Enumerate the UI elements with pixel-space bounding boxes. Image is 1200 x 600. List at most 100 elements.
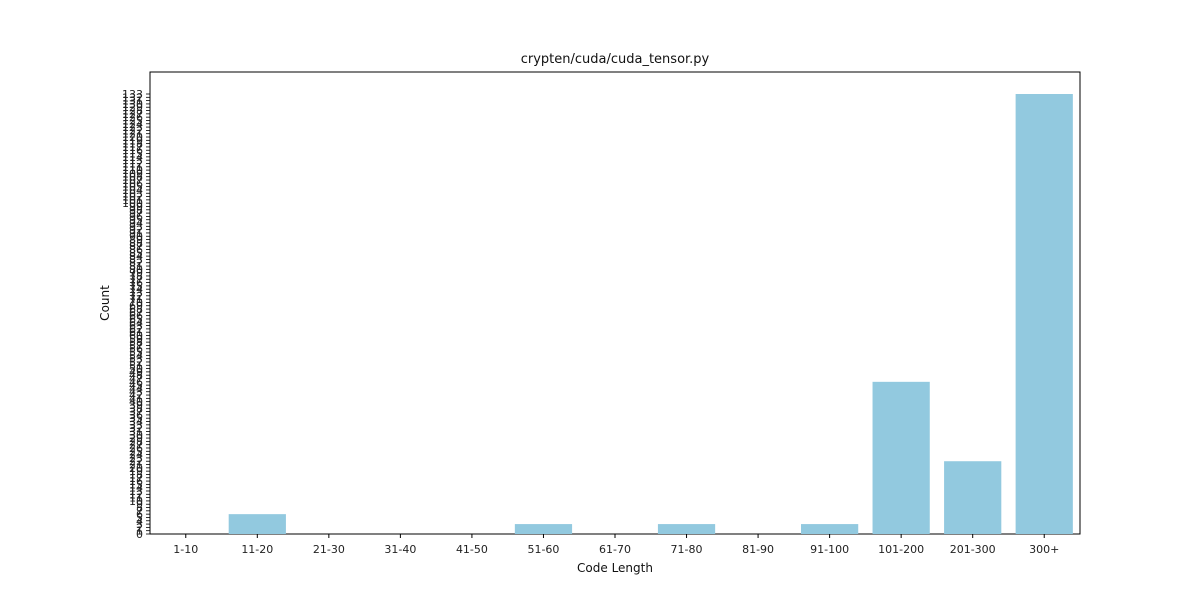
y-tick-label: 31 [129,425,143,438]
y-tick-label: 65 [129,313,143,326]
y-tick-label: 55 [129,346,143,359]
y-tick-label: 6 [136,508,143,521]
y-tick-label: 43 [129,386,143,399]
y-tick-label: 18 [129,468,143,481]
y-tick-label: 75 [129,280,143,293]
y-tick-label: 25 [129,445,143,458]
y-tick-label: 118 [122,138,143,151]
y-tick-label: 59 [129,333,143,346]
y-tick-label: 42 [129,389,143,402]
y-tick-label: 93 [129,220,143,233]
y-tick-label: 44 [129,382,143,395]
y-tick-label: 11 [129,492,143,505]
y-tick-label: 24 [129,449,143,462]
bar-201-300 [944,461,1002,534]
y-tick-label: 125 [122,114,143,127]
y-tick-label: 13 [129,485,143,498]
x-tick-label: 41-50 [456,543,488,556]
bars-group [228,94,1073,534]
y-tick-label: 116 [122,144,143,157]
y-tick-label: 19 [129,465,143,478]
y-tick-label: 9 [136,498,143,511]
y-tick-label: 95 [129,214,143,227]
y-tick-label: 68 [129,303,143,316]
y-tick-label: 132 [122,91,143,104]
x-tick-label: 101-200 [878,543,924,556]
y-tick-label: 113 [122,154,143,167]
y-tick-label: 62 [129,323,143,336]
y-tick-label: 99 [129,200,143,213]
y-tick-label: 27 [129,439,143,452]
y-tick-label: 54 [129,349,143,362]
x-tick-label: 1-10 [173,543,198,556]
bar-11-20 [228,514,286,534]
y-tick-label: 100 [122,197,143,210]
y-tick-label: 21 [129,459,143,472]
y-tick-label: 129 [122,101,143,114]
y-tick-label: 94 [129,217,143,230]
y-tick-label: 40 [129,396,143,409]
y-tick-label: 5 [136,511,143,524]
y-tick-label: 79 [129,267,143,280]
y-tick-label: 36 [129,409,143,422]
y-tick-label: 112 [122,157,143,170]
y-tick-label: 2 [136,521,143,534]
y-tick-label: 92 [129,224,143,237]
y-tick-label: 101 [122,194,143,207]
y-tick-label: 67 [129,306,143,319]
y-tick-label: 51 [129,359,143,372]
chart-title: crypten/cuda/cuda_tensor.py [521,52,710,67]
y-tick-label: 37 [129,406,143,419]
y-tick-label: 23 [129,452,143,465]
y-tick-label: 133 [122,88,143,101]
y-tick-label: 105 [122,181,143,194]
y-tick-label: 71 [129,293,143,306]
x-axis-label: Code Length [577,561,653,575]
x-tick-label: 21-30 [313,543,345,556]
x-ticks-group: 1-10 11-20 21-30 31-40 41-50 51-60 61-70 71-80 8… [173,534,1059,556]
y-tick-label: 70 [129,296,143,309]
y-tick-label: 49 [129,366,143,379]
y-tick-label: 4 [136,515,143,528]
y-tick-label: 8 [136,502,143,515]
y-tick-label: 33 [129,419,143,432]
x-tick-label: 61-70 [599,543,631,556]
y-tick-label: 120 [122,131,143,144]
y-tick-label: 119 [122,134,143,147]
y-tick-label: 0 [136,528,143,541]
y-tick-label: 104 [122,184,143,197]
y-tick-label: 3 [136,518,143,531]
bar-91-100 [801,524,859,534]
y-tick-label: 121 [122,128,143,141]
x-tick-label: 201-300 [950,543,996,556]
x-tick-label: 81-90 [742,543,774,556]
y-tick-label: 53 [129,353,143,366]
y-tick-label: 122 [122,124,143,137]
y-tick-label: 88 [129,237,143,250]
x-tick-label: 31-40 [384,543,416,556]
y-tick-label: 131 [122,95,143,108]
y-tick-label: 20 [129,462,143,475]
y-tick-label: 87 [129,240,143,253]
y-tick-label: 15 [129,478,143,491]
y-tick-label: 50 [129,363,143,376]
y-tick-label: 102 [122,191,143,204]
y-tick-label: 77 [129,273,143,286]
y-tick-label: 82 [129,257,143,270]
y-tick-label: 73 [129,287,143,300]
y-tick-label: 84 [129,250,143,263]
y-tick-label: 127 [122,108,143,121]
y-tick-label: 74 [129,283,143,296]
y-tick-label: 86 [129,243,143,256]
y-tick-label: 58 [129,336,143,349]
y-tick-label: 108 [122,171,143,184]
y-tick-label: 124 [122,118,143,131]
y-tick-label: 57 [129,339,143,352]
y-tick-label: 109 [122,167,143,180]
y-tick-label: 30 [129,429,143,442]
y-tick-label: 64 [129,316,143,329]
y-tick-label: 56 [129,343,143,356]
y-tick-label: 117 [122,141,143,154]
y-tick-label: 48 [129,369,143,382]
